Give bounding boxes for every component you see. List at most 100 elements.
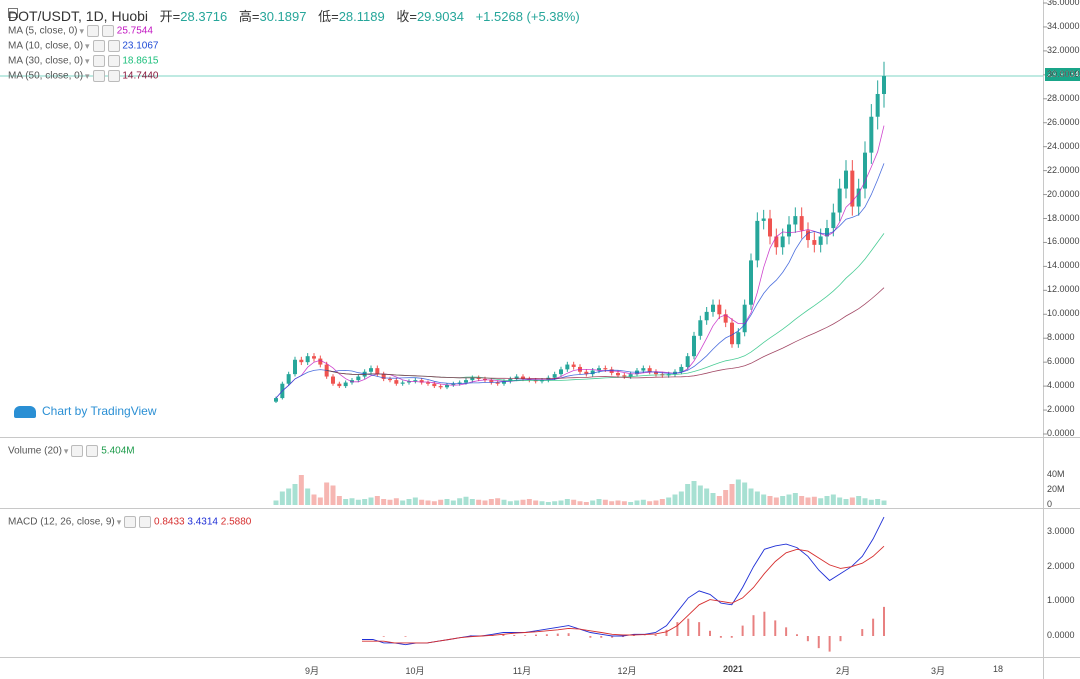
- volume-bar: [552, 501, 558, 505]
- candle-body: [749, 260, 753, 305]
- settings-icon[interactable]: [87, 25, 99, 37]
- volume-bar: [469, 499, 475, 505]
- volume-bar: [558, 500, 564, 505]
- candle-body: [305, 356, 310, 363]
- settings-icon[interactable]: [92, 70, 105, 82]
- candle-body: [654, 371, 658, 375]
- volume-bar: [457, 498, 463, 505]
- volume-bar: [748, 488, 754, 505]
- volume-bar: [539, 501, 545, 505]
- volume-bar: [476, 499, 482, 505]
- candle-body: [825, 228, 829, 237]
- candle-body: [761, 218, 766, 221]
- price-tick-label: 14.0000: [1047, 260, 1080, 271]
- candle-body: [679, 366, 684, 372]
- candle-body: [331, 376, 335, 384]
- macd-legend[interactable]: MACD (12, 26, close, 9) ▾ 0.8433 3.4314 2…: [8, 516, 252, 528]
- price-tick-label: 12.0000: [1047, 284, 1080, 295]
- volume-bar: [735, 479, 741, 505]
- volume-bar: [843, 499, 849, 505]
- close-icon[interactable]: [139, 516, 152, 528]
- candle-body: [546, 377, 551, 381]
- candle-body: [299, 359, 304, 363]
- ma50-legend[interactable]: MA (50, close, 0) ▾ 14.7440: [8, 70, 159, 82]
- volume-bar: [849, 497, 855, 505]
- candle-body: [704, 311, 709, 321]
- candle-body: [502, 381, 506, 384]
- chevron-down-icon[interactable]: ▾: [85, 40, 90, 51]
- candle-body: [717, 304, 722, 315]
- volume-bar: [862, 498, 868, 505]
- volume-bar: [615, 500, 621, 505]
- candle-body: [350, 380, 354, 383]
- settings-icon[interactable]: [124, 516, 137, 528]
- settings-icon[interactable]: [92, 55, 105, 67]
- ma5-legend[interactable]: MA (5, close, 0) ▾ 25.7544: [8, 25, 153, 37]
- candle-body: [831, 212, 836, 229]
- price-tick-label: 34.0000: [1047, 20, 1080, 31]
- settings-icon[interactable]: [71, 445, 84, 457]
- close-icon[interactable]: [107, 40, 120, 52]
- volume-legend[interactable]: Volume (20) ▾ 5.404M: [8, 445, 135, 457]
- price-tick-label: 2.0000: [1047, 404, 1075, 415]
- candle-body: [470, 377, 475, 381]
- symbol-title[interactable]: DOT/USDT, 1D, Huobi: [8, 8, 149, 24]
- ma10-legend[interactable]: MA (10, close, 0) ▾ 23.1067: [8, 40, 159, 52]
- ma30-legend[interactable]: MA (30, close, 0) ▾ 18.8615: [8, 55, 159, 67]
- volume-bar: [811, 496, 817, 505]
- candle-body: [597, 368, 601, 371]
- candle-body: [711, 304, 715, 312]
- candle-body: [407, 381, 411, 383]
- volume-tick-label: 0: [1047, 499, 1053, 509]
- volume-bar: [488, 499, 494, 505]
- candle-body: [863, 152, 867, 189]
- price-tick-label: 22.0000: [1047, 164, 1080, 175]
- candle-body: [882, 76, 886, 94]
- candle-body: [837, 188, 842, 213]
- close-icon[interactable]: [86, 445, 99, 457]
- macd-tick-label: 0.0000: [1047, 630, 1075, 640]
- price-tick-label: 30.0000: [1047, 68, 1080, 79]
- price-tick-label: 32.0000: [1047, 44, 1080, 55]
- close-icon[interactable]: [107, 70, 120, 82]
- close-icon[interactable]: [102, 25, 114, 37]
- candle-body: [375, 368, 380, 375]
- price-tick-label: 26.0000: [1047, 116, 1080, 127]
- volume-bar: [716, 496, 722, 505]
- candle-body: [464, 380, 468, 383]
- candle-body: [628, 374, 633, 377]
- settings-icon[interactable]: [92, 40, 105, 52]
- candle-body: [489, 380, 494, 383]
- tradingview-watermark[interactable]: Chart by TradingView: [14, 404, 157, 418]
- date-tick-label: 3月: [930, 666, 946, 676]
- candle-body: [388, 378, 392, 381]
- chevron-down-icon[interactable]: ▾: [116, 516, 122, 527]
- low-value: 低=28.1189: [318, 9, 385, 24]
- volume-bar: [406, 499, 412, 505]
- chevron-down-icon[interactable]: ▾: [85, 55, 90, 66]
- close-icon[interactable]: [107, 55, 120, 67]
- last-price-tag: 29.9034: [1045, 68, 1080, 81]
- chevron-down-icon[interactable]: ▾: [79, 25, 84, 36]
- candle-body: [495, 382, 500, 384]
- volume-bar: [590, 500, 596, 505]
- volume-bar: [678, 491, 684, 505]
- volume-bar: [317, 497, 323, 505]
- chevron-down-icon[interactable]: ▾: [63, 445, 69, 456]
- price-tick-label: 36.0000: [1047, 0, 1080, 7]
- candle-body: [698, 320, 703, 336]
- date-tick-label: 2月: [835, 666, 851, 676]
- volume-bar: [374, 496, 380, 505]
- candle-body: [533, 380, 538, 382]
- candle-body: [584, 371, 589, 375]
- candle-body: [869, 116, 874, 153]
- volume-bar: [305, 488, 311, 505]
- volume-tick-label: 20M: [1047, 484, 1065, 494]
- candle-body: [559, 369, 563, 375]
- volume-tick-label: 40M: [1047, 469, 1065, 479]
- candle-body: [780, 236, 785, 248]
- volume-bar: [761, 494, 767, 505]
- candle-body: [787, 224, 791, 237]
- chevron-down-icon[interactable]: ▾: [85, 70, 90, 81]
